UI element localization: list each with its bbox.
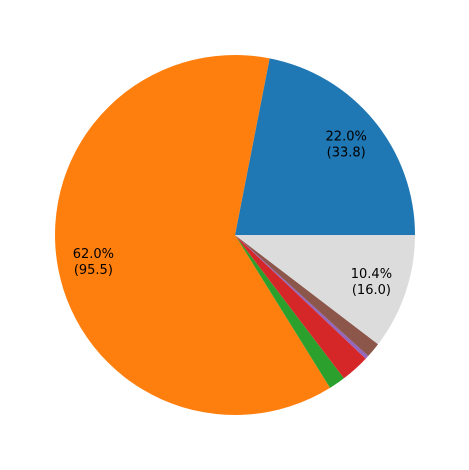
slice-label-percent: 22.0% [326,129,367,144]
pie-slice-1 [55,54,331,415]
slice-label-6: 10.4% (16.0) [351,267,392,298]
slice-label-value: (16.0) [352,283,391,298]
pie-slice-6 [235,235,415,345]
pie-slice-3 [235,235,366,379]
slice-label-percent: 62.0% [73,247,114,262]
slice-label-value: (95.5) [74,263,113,278]
pie-slice-5 [235,235,379,357]
slice-label-percent: 10.4% [351,267,392,282]
slice-label-1: 62.0% (95.5) [73,247,114,278]
slice-label-value: (33.8) [327,145,366,160]
pie-labels: 22.0% (33.8) 62.0% (95.5) 10.4% (16.0) [73,129,392,298]
pie-slice-4 [235,235,369,359]
slice-label-0: 22.0% (33.8) [326,129,367,160]
pie-slice-2 [235,235,344,388]
pie-slices [55,54,415,415]
pie-slice-0 [235,58,415,235]
